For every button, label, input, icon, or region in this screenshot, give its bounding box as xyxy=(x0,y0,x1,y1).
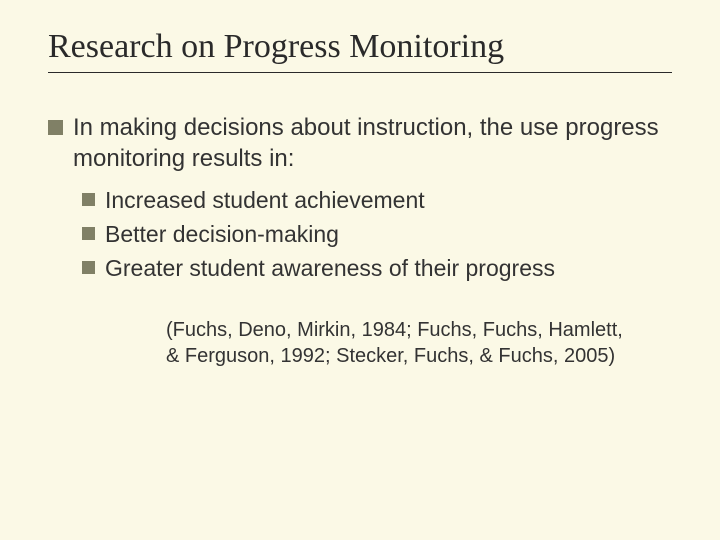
bullet-square-icon xyxy=(82,227,95,240)
sub-bullet-text: Greater student awareness of their progr… xyxy=(105,254,555,284)
bullet-square-icon xyxy=(82,193,95,206)
sub-bullet-row: Greater student awareness of their progr… xyxy=(82,254,672,284)
slide-title: Research on Progress Monitoring xyxy=(48,28,672,73)
sub-bullet-row: Increased student achievement xyxy=(82,186,672,216)
bullet-square-icon xyxy=(48,120,63,135)
main-bullet-row: In making decisions about instruction, t… xyxy=(48,113,672,174)
main-bullet-text: In making decisions about instruction, t… xyxy=(73,113,672,174)
sub-bullet-text: Better decision-making xyxy=(105,220,339,250)
citation-text: (Fuchs, Deno, Mirkin, 1984; Fuchs, Fuchs… xyxy=(48,318,672,369)
sub-bullet-list: Increased student achievement Better dec… xyxy=(48,186,672,284)
slide-container: Research on Progress Monitoring In makin… xyxy=(0,0,720,540)
sub-bullet-row: Better decision-making xyxy=(82,220,672,250)
sub-bullet-text: Increased student achievement xyxy=(105,186,425,216)
bullet-square-icon xyxy=(82,261,95,274)
